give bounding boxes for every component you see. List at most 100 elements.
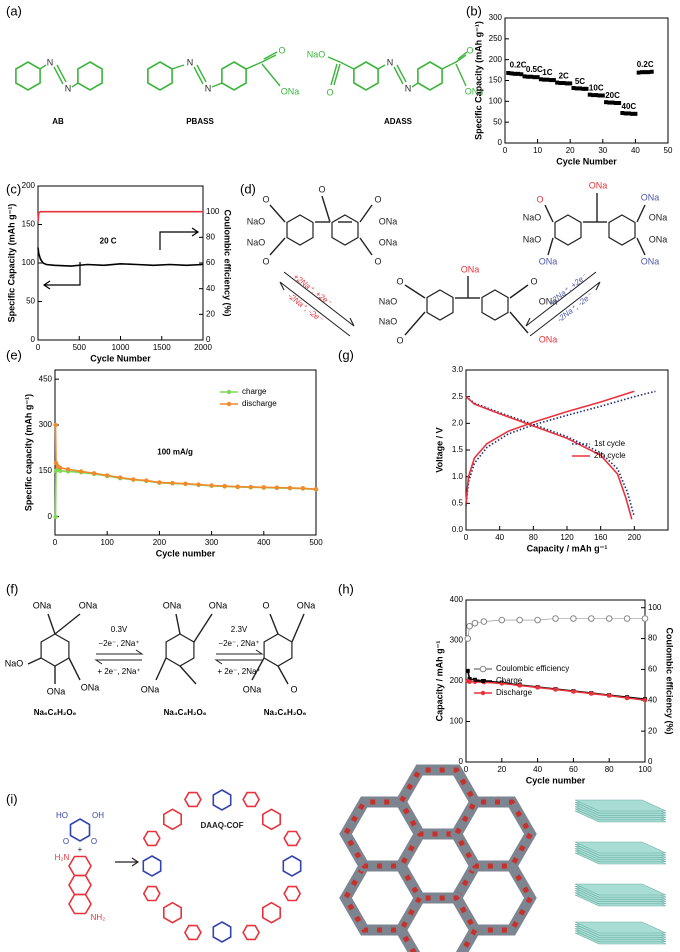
bond [263,51,278,60]
bond [636,204,646,223]
bond [54,613,81,635]
marker [558,81,563,85]
x-axis-label: Capacity / mAh g⁻¹ [527,543,608,553]
y2-tick-label: 100 [648,603,662,612]
bond [291,613,305,643]
atom-label: ONa [589,180,608,190]
atom-label: O [262,256,269,266]
y-tick-label: 0 [48,512,53,521]
reaction-arrow [115,857,140,867]
y-tick-label: 0.0 [452,525,464,534]
cof-pore [453,799,534,869]
bond [251,657,265,681]
marker [548,78,553,83]
marker [639,70,644,75]
marker [274,485,280,490]
marker [235,484,240,489]
compound-name: AB [52,117,64,126]
bond [455,63,467,87]
bond [441,61,457,70]
marker [538,77,543,82]
formula: Na₄C₈H₂O₆ [164,708,207,717]
marker [571,86,576,90]
y-tick-label: 0 [498,138,503,147]
marker [534,616,541,624]
atom-label: O [318,184,325,194]
marker [499,681,504,686]
x-axis-label: Cycle number [156,548,216,558]
structure-name: DAAQ-COF [200,821,243,830]
atom-label: N [205,83,212,93]
bond [277,665,289,685]
bond [339,61,355,70]
x-tick-label: 200 [153,538,167,547]
marker [532,75,537,80]
x-tick-label: 0 [36,343,41,352]
atom-label: ONa [47,686,66,696]
marker [105,473,110,478]
atom-label: ONa [539,256,558,266]
y-tick-label: 50 [493,117,502,126]
atom-label: NaO [247,216,266,226]
marker [591,93,596,98]
marker [646,70,651,75]
marker [157,480,162,485]
equilibrium-arrow [94,649,264,665]
marker [570,615,577,622]
marker [170,480,175,486]
reaction-condition: + 2e⁻, 2Na⁺ [217,667,260,676]
atom-label: N [405,83,412,93]
legend-label: 2th cycle [594,451,626,460]
marker [522,74,527,79]
y-tick-label: 100 [22,258,36,267]
ring [183,924,202,941]
y-tick-label: 400 [450,595,464,604]
marker [467,679,472,685]
atom-label: O [63,837,69,846]
bond [39,64,47,70]
atom-label: ONa [281,86,300,96]
atom-label: ONa [641,192,660,202]
y2-tick-label: 80 [648,634,657,643]
x-tick-label: 40 [533,765,542,774]
marker [553,687,558,692]
x-tick-label: 0 [464,765,469,774]
bond [636,237,646,256]
marker [542,77,547,82]
y-tick-label: 450 [39,374,53,383]
atom-label: ONa [539,296,558,306]
ring [426,289,454,321]
marker [300,486,306,491]
atom-label: O [466,45,473,55]
ring [163,901,182,924]
panel-label: (c) [6,181,21,196]
bond [71,82,79,88]
marker [209,483,214,488]
atom-label: O [262,194,269,204]
marker [597,93,602,98]
y-tick-label: 2.5 [452,392,464,401]
x-tick-label: 200 [628,533,642,542]
x-tick-label: 1000 [112,343,130,352]
bond [193,613,213,643]
marker [636,70,641,75]
marker [568,81,573,86]
ring [142,885,161,902]
atom-label: ONa [297,600,316,610]
atom-label: OH [92,811,104,820]
bond [321,195,331,223]
marker [506,71,511,75]
y-axis-label: Specific Capacity (mAh g⁻¹) [6,204,16,323]
formula: Na₂C₈H₂O₆ [264,708,307,717]
x-tick-label: 500 [309,538,323,547]
legend-marker [226,401,232,407]
atom-label: O [326,87,333,97]
marker [571,689,576,694]
marker [480,618,488,625]
bond [377,64,386,70]
marker [551,78,556,83]
marker [564,81,569,86]
compound-name: PBASS [186,117,214,126]
marker [561,81,566,85]
y2-tick-label: 100 [206,207,220,216]
